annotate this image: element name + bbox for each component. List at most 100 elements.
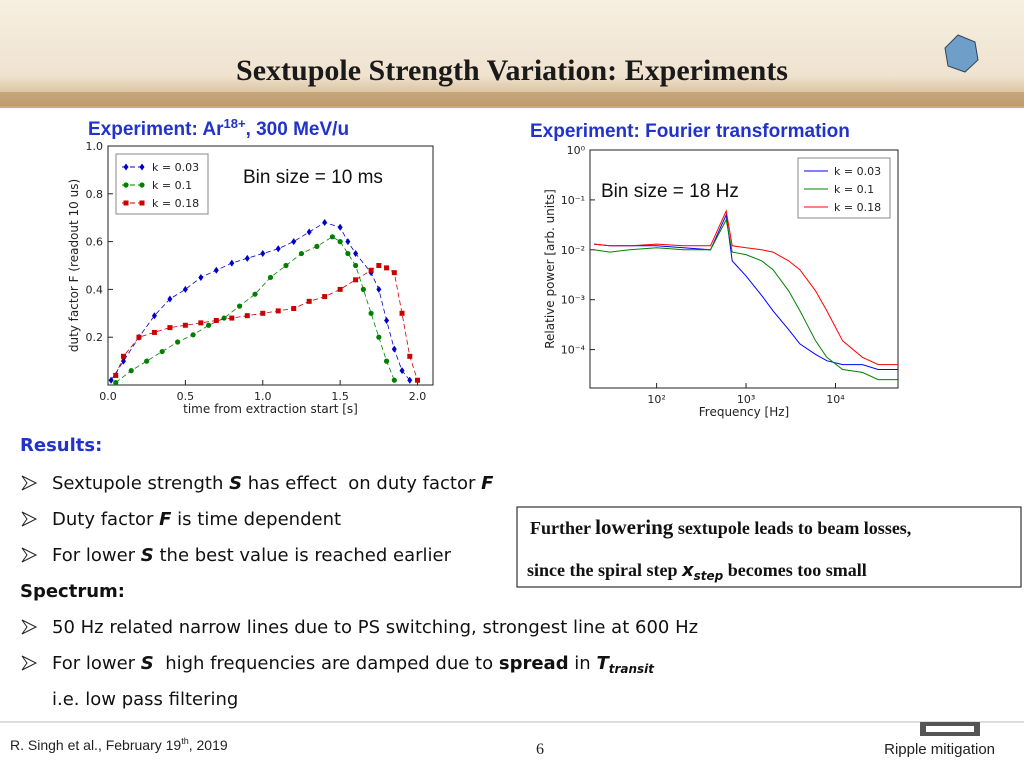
text: F [481, 473, 494, 494]
marker [275, 308, 281, 314]
logo-block [926, 726, 974, 732]
text: R. Singh et al., February 19 [10, 737, 181, 753]
header-band [0, 0, 1024, 108]
marker [291, 238, 297, 246]
marker [198, 273, 204, 281]
marker [376, 285, 382, 293]
text: step [694, 569, 724, 583]
footer-topic: Ripple mitigation [884, 741, 995, 758]
title-part: Experiment: Ar [88, 119, 224, 140]
y-tick-label: 0.6 [86, 236, 104, 249]
marker [123, 200, 129, 206]
y-axis-label: Relative power [arb. units] [543, 189, 557, 349]
y-tick-label: 1.0 [86, 140, 104, 153]
x-tick-label: 10³ [737, 393, 755, 406]
x-tick-label: 0.5 [177, 390, 195, 403]
text: , 2019 [189, 737, 228, 753]
marker [108, 376, 114, 384]
text: 50 Hz related narrow lines due to PS swi… [52, 617, 698, 638]
marker [322, 294, 328, 300]
marker [144, 358, 150, 364]
text: the best value is reached earlier [154, 545, 452, 566]
callout-text: since the spiral step xstep becomes too … [527, 560, 867, 583]
marker [329, 234, 336, 240]
x-axis-label: Frequency [Hz] [699, 405, 790, 419]
text: x [681, 560, 695, 581]
series-line [594, 218, 898, 381]
marker [260, 250, 266, 258]
text: becomes too small [723, 560, 866, 580]
legend-box [797, 157, 891, 219]
text: has effect on duty factor [242, 473, 481, 494]
marker [368, 310, 374, 316]
marker [229, 315, 235, 321]
marker [123, 163, 129, 171]
y-tick-label: 10⁻² [561, 244, 585, 257]
bullet-text: For lower S high frequencies are damped … [52, 653, 655, 676]
marker [267, 274, 274, 281]
marker [368, 267, 374, 273]
marker [322, 218, 328, 226]
y-tick-label: 10⁻⁴ [561, 344, 586, 357]
marker [415, 377, 421, 383]
y-tick-label: 10⁻¹ [561, 194, 585, 207]
title-part: , 300 MeV/u [246, 119, 350, 140]
logo-shape [944, 34, 979, 73]
legend-label: k = 0.03 [152, 161, 199, 174]
text: S [229, 473, 242, 494]
text: F [159, 509, 172, 530]
text: spread [499, 653, 569, 674]
marker [291, 306, 297, 312]
marker [360, 286, 366, 292]
annotation: Bin size = 18 Hz [601, 181, 739, 202]
marker [337, 239, 343, 245]
x-tick-label: 1.5 [331, 390, 349, 403]
marker [175, 339, 181, 345]
text: Duty factor [52, 509, 159, 530]
text: lowering [595, 515, 674, 539]
callout-text: Further lowering sextupole leads to beam… [530, 515, 911, 539]
marker [120, 353, 126, 359]
series-line [110, 222, 411, 381]
marker [123, 182, 129, 188]
marker [391, 270, 397, 276]
marker [345, 238, 351, 246]
marker [376, 334, 382, 340]
text: is time dependent [171, 509, 341, 530]
legend-label: k = 0.03 [834, 165, 881, 178]
series-line [115, 236, 395, 383]
annotation: Bin size = 10 ms [243, 167, 383, 188]
bullet-text: 50 Hz related narrow lines due to PS swi… [52, 617, 698, 638]
section-heading: Spectrum: [20, 581, 125, 602]
bullet [21, 511, 38, 527]
marker [159, 348, 165, 355]
marker [139, 182, 145, 188]
y-tick-label: 10⁻³ [561, 294, 585, 307]
callout-box [516, 506, 1022, 588]
legend-label: k = 0.1 [152, 179, 192, 192]
marker [353, 277, 359, 283]
text: S [141, 545, 154, 566]
marker [128, 368, 134, 374]
marker [337, 223, 343, 231]
text: Sextupole strength [52, 473, 229, 494]
marker [391, 345, 397, 353]
marker [337, 286, 343, 292]
marker [384, 265, 390, 271]
text: For lower [52, 545, 141, 566]
marker [244, 254, 250, 262]
marker [306, 298, 312, 304]
text: S [141, 653, 154, 674]
chart: 10² 10³ 10⁴ 10⁰ 10⁻¹ 10⁻² 10⁻³ 10⁻⁴ Frequency [H… [543, 144, 899, 419]
marker [139, 163, 145, 171]
text: transit [609, 662, 656, 676]
marker [213, 266, 219, 274]
text: high frequencies are damped due to [154, 653, 499, 674]
series-line [594, 209, 898, 366]
title-superscript: 18+ [224, 116, 246, 131]
marker [182, 285, 188, 293]
legend-label: k = 0.1 [834, 183, 874, 196]
text: For lower [52, 653, 141, 674]
footer-author: R. Singh et al., February 19th, 2019 [10, 736, 228, 753]
